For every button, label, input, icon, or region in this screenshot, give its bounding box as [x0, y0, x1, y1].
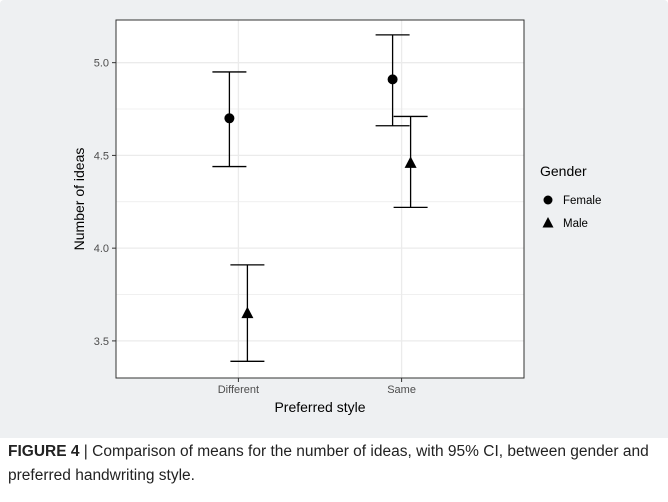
y-tick-label: 4.0 [94, 243, 109, 255]
x-axis-title: Preferred style [274, 399, 365, 415]
caption-text: Comparison of means for the number of id… [8, 443, 649, 484]
caption-label: FIGURE 4 [8, 443, 80, 460]
y-tick-label: 4.5 [94, 150, 109, 162]
legend-key-triangle [542, 217, 554, 228]
data-point-circle [224, 113, 235, 124]
y-tick-label: 3.5 [94, 336, 109, 348]
legend-label: Male [563, 218, 588, 230]
y-axis-title: Number of ideas [71, 148, 87, 251]
data-point-triangle [241, 306, 254, 319]
plot-border [115, 19, 525, 379]
legend-title: Gender [540, 163, 587, 179]
y-tick-label: 5.0 [94, 58, 109, 70]
x-tick-label: Same [387, 384, 416, 396]
caption-separator: | [79, 443, 93, 460]
data-point-circle [387, 74, 398, 85]
legend-label: Female [563, 195, 601, 207]
plot-area [116, 20, 524, 378]
data-point-triangle [404, 156, 417, 168]
x-tick-label: Different [218, 384, 259, 396]
legend-key-circle [543, 195, 553, 205]
figure-caption: FIGURE 4 | Comparison of means for the n… [8, 440, 658, 488]
chart-svg: 3.5 4.0 4.5 5.0 Different Same Preferred style… [71, 19, 601, 415]
